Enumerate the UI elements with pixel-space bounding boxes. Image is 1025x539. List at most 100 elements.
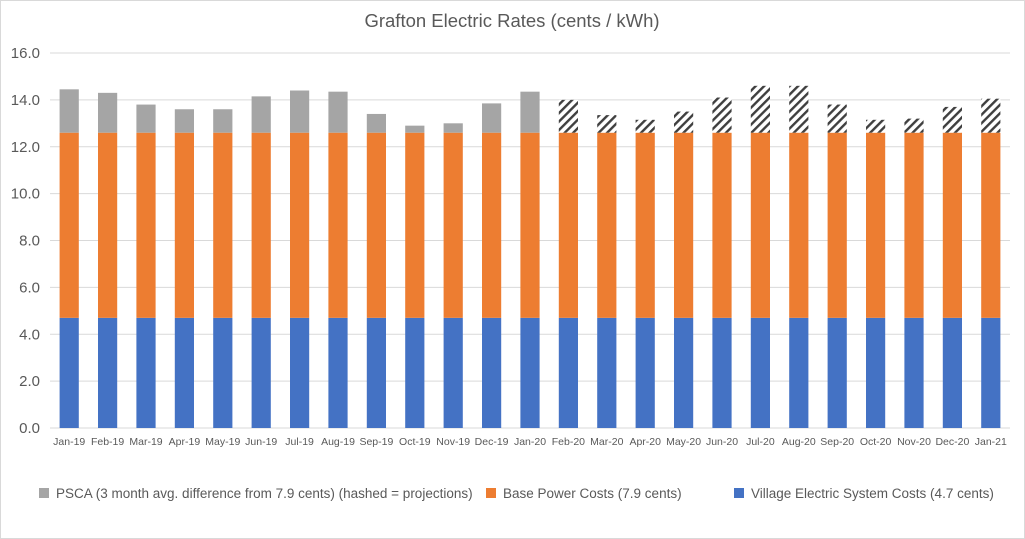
bar-segment-base-power xyxy=(174,132,194,318)
bar-segment-village xyxy=(904,317,924,428)
legend-swatch xyxy=(734,488,744,498)
x-tick-label: Oct-20 xyxy=(860,436,892,448)
x-tick-label: Dec-19 xyxy=(475,436,509,448)
bars xyxy=(59,85,1001,428)
legend-label: Base Power Costs (7.9 cents) xyxy=(503,486,682,501)
bar-segment-psca xyxy=(712,97,732,133)
bar-segment-base-power xyxy=(290,132,310,318)
x-tick-label: Nov-20 xyxy=(897,436,931,448)
x-tick-label: May-20 xyxy=(666,436,701,448)
bar-segment-village xyxy=(290,317,310,428)
bar-segment-village xyxy=(174,317,194,428)
bar-segment-base-power xyxy=(981,132,1001,318)
bar-segment-base-power xyxy=(405,132,425,318)
bar-segment-psca xyxy=(251,96,271,133)
bar-segment-base-power xyxy=(59,132,79,318)
bar-segment-psca xyxy=(290,90,310,133)
bar-segment-village xyxy=(328,317,348,428)
x-tick-label: Mar-20 xyxy=(590,436,623,448)
bar-segment-village xyxy=(789,317,809,428)
legend-label: Village Electric System Costs (4.7 cents… xyxy=(751,486,994,501)
bar-segment-psca xyxy=(59,89,79,133)
bar-segment-psca xyxy=(366,113,386,133)
bar-segment-village xyxy=(712,317,732,428)
y-tick-label: 6.0 xyxy=(19,279,40,296)
y-tick-label: 2.0 xyxy=(19,373,40,390)
bar-segment-base-power xyxy=(597,132,617,318)
x-tick-label: Jun-20 xyxy=(706,436,738,448)
bar-segment-psca xyxy=(405,125,425,133)
y-tick-label: 16.0 xyxy=(11,45,40,62)
bar-segment-village xyxy=(981,317,1001,428)
bar-segment-base-power xyxy=(482,132,502,318)
bar-segment-psca xyxy=(942,106,962,133)
bar-segment-psca xyxy=(328,91,348,133)
bar-segment-base-power xyxy=(98,132,118,318)
bar-segment-base-power xyxy=(789,132,809,318)
bar-segment-psca xyxy=(904,118,924,133)
bar-segment-village xyxy=(674,317,694,428)
chart-title: Grafton Electric Rates (cents / kWh) xyxy=(364,10,659,31)
bar-segment-base-power xyxy=(712,132,732,318)
bar-segment-village xyxy=(866,317,886,428)
bar-segment-base-power xyxy=(558,132,578,318)
bar-segment-psca xyxy=(635,119,655,133)
x-tick-label: Jan-21 xyxy=(975,436,1007,448)
bar-segment-psca xyxy=(213,109,233,133)
x-tick-label: Feb-19 xyxy=(91,436,124,448)
x-tick-label: Dec-20 xyxy=(935,436,969,448)
bar-segment-psca xyxy=(98,92,118,133)
bar-segment-village xyxy=(98,317,118,428)
bar-segment-psca xyxy=(789,85,809,133)
y-tick-label: 8.0 xyxy=(19,233,40,250)
bar-segment-village xyxy=(366,317,386,428)
x-tick-label: Mar-19 xyxy=(129,436,162,448)
bar-segment-village xyxy=(750,317,770,428)
x-tick-label: Jan-19 xyxy=(53,436,85,448)
legend-swatch xyxy=(486,488,496,498)
bar-segment-psca xyxy=(136,104,156,133)
legend: PSCA (3 month avg. difference from 7.9 c… xyxy=(39,486,994,501)
x-tick-label: Sep-20 xyxy=(820,436,854,448)
bar-segment-village xyxy=(405,317,425,428)
bar-segment-base-power xyxy=(942,132,962,318)
x-tick-label: May-19 xyxy=(205,436,240,448)
bar-segment-village xyxy=(520,317,540,428)
bar-segment-village xyxy=(942,317,962,428)
bar-segment-psca xyxy=(482,103,502,133)
x-axis-ticks: Jan-19 Feb-19 Mar-19 Apr-19 May-19 Jun-19 Jul-… xyxy=(53,436,1007,448)
bar-segment-base-power xyxy=(904,132,924,318)
bar-segment-base-power xyxy=(827,132,847,318)
bar-segment-psca xyxy=(558,99,578,133)
bar-segment-psca xyxy=(174,109,194,133)
bar-segment-base-power xyxy=(866,132,886,318)
x-tick-label: Jan-20 xyxy=(514,436,546,448)
y-tick-label: 10.0 xyxy=(11,186,40,203)
bar-segment-village xyxy=(827,317,847,428)
bar-segment-base-power xyxy=(674,132,694,318)
bar-segment-village xyxy=(635,317,655,428)
bar-segment-village xyxy=(597,317,617,428)
bar-segment-psca xyxy=(750,85,770,133)
legend-swatch xyxy=(39,488,49,498)
x-tick-label: Apr-19 xyxy=(169,436,201,448)
y-tick-label: 12.0 xyxy=(11,139,40,156)
x-tick-label: Aug-19 xyxy=(321,436,355,448)
bar-segment-village xyxy=(482,317,502,428)
x-tick-label: Jul-20 xyxy=(746,436,775,448)
bar-segment-base-power xyxy=(520,132,540,318)
bar-segment-psca xyxy=(520,91,540,133)
x-tick-label: Aug-20 xyxy=(782,436,816,448)
bar-segment-base-power xyxy=(213,132,233,318)
bar-segment-psca xyxy=(827,104,847,133)
bar-segment-village xyxy=(443,317,463,428)
x-tick-label: Sep-19 xyxy=(359,436,393,448)
x-tick-label: Oct-19 xyxy=(399,436,431,448)
bar-segment-base-power xyxy=(251,132,271,318)
x-tick-label: Nov-19 xyxy=(436,436,470,448)
bar-segment-base-power xyxy=(136,132,156,318)
bar-segment-village xyxy=(251,317,271,428)
bar-segment-base-power xyxy=(328,132,348,318)
